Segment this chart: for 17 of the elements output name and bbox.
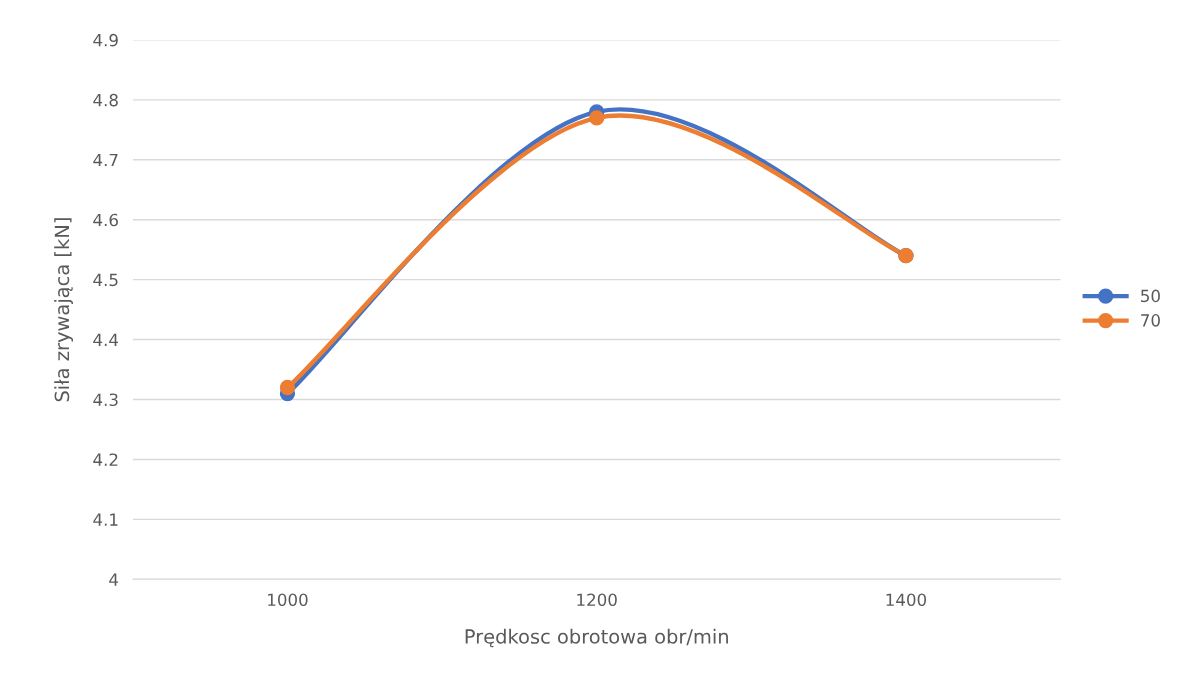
legend-label: 70 bbox=[1141, 314, 1160, 327]
y-tick-label: 4.7 bbox=[93, 153, 118, 167]
y-tick-label: 4.5 bbox=[93, 273, 118, 287]
y-tick-label: 4.6 bbox=[93, 213, 118, 227]
y-tick-label: 4.2 bbox=[93, 453, 118, 466]
x-axis-title: Prędkosc obrotowa obr/min bbox=[465, 628, 728, 648]
y-axis-title: Siła zrywająca [kN] bbox=[54, 218, 74, 402]
y-tick-label: 4.8 bbox=[93, 93, 118, 107]
y-tick-label: 4.4 bbox=[93, 333, 119, 346]
x-tick-label: 1000 bbox=[268, 593, 308, 607]
x-tick-label: 1200 bbox=[577, 593, 617, 607]
legend-label: 50 bbox=[1141, 289, 1160, 303]
x-tick-label: 1400 bbox=[886, 593, 927, 607]
y-tick-label: 4 bbox=[109, 573, 119, 586]
y-tick-label: 4.1 bbox=[93, 513, 118, 526]
y-tick-label: 4.9 bbox=[93, 33, 118, 47]
y-tick-label: 4.3 bbox=[93, 393, 118, 407]
